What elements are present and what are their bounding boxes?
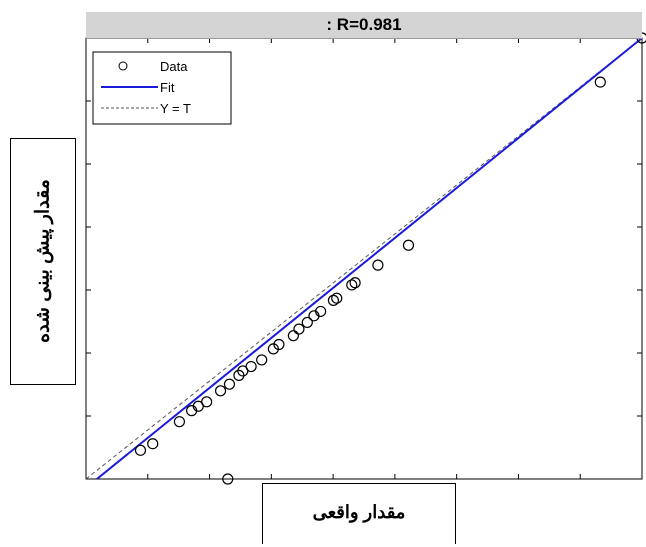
y-axis-label-box: مقدار پیش بینی شده [10,138,76,385]
legend-label-identity: Y = T [160,101,191,116]
legend: Data Fit Y = T [92,51,232,125]
data-point [293,323,305,335]
y-axis-label: مقدار پیش بینی شده [32,179,54,343]
data-points [134,32,646,485]
data-point [173,416,186,428]
data-point [315,305,327,318]
data-point [256,354,268,366]
data-point [134,444,147,456]
plot-title-bar: : R=0.981 [86,12,642,39]
x-axis-label-box: مقدار واقعی [262,483,456,544]
legend-marker-data [118,61,128,71]
data-point [245,360,257,373]
data-point [346,279,358,291]
data-point [331,292,343,304]
data-point [594,76,606,88]
data-point-edge [222,473,234,485]
data-point [147,438,159,450]
data-point [201,396,213,408]
series-lines [85,37,643,480]
x-axis-label: مقدار واقعی [312,502,406,522]
legend-label-data: Data [160,59,188,74]
identity-line [85,37,643,480]
data-point [301,316,313,329]
data-point [327,294,340,306]
fit-line [96,37,643,480]
data-point [349,277,361,289]
data-point [287,330,299,342]
data-point [402,239,415,251]
legend-label-fit: Fit [160,80,175,95]
data-point [372,259,384,271]
plot-title: : R=0.981 [326,15,402,34]
data-point [223,378,236,390]
data-point [214,385,227,397]
data-point [273,338,285,351]
